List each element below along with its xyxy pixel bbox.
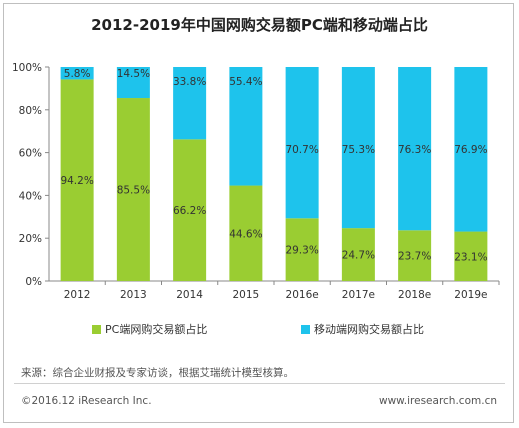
x-tick-label: 2013: [120, 289, 147, 301]
x-tick-label: 2019e: [454, 289, 487, 301]
bar-segment-pc: [454, 231, 488, 281]
legend-item-mobile: 移动端网购交易额占比: [301, 321, 424, 337]
bar-segment-pc: [173, 139, 207, 281]
y-tick-label: 100%: [12, 62, 42, 74]
data-label-pc: 44.6%: [229, 228, 262, 240]
data-label-mobile: 75.3%: [342, 144, 375, 156]
legend-label-pc: PC端网购交易额占比: [105, 323, 208, 336]
data-label-pc: 24.7%: [342, 250, 375, 262]
bar-segment-mobile: [229, 67, 263, 186]
bar-segment-mobile: [116, 67, 150, 99]
bar-segment-mobile: [173, 67, 207, 140]
data-label-pc: 66.2%: [173, 205, 206, 217]
y-tick-label: 80%: [19, 105, 42, 117]
copyright-text: ©2016.12 iResearch Inc.: [21, 395, 152, 407]
y-tick-label: 20%: [19, 233, 42, 245]
x-tick-label: 2014: [176, 289, 203, 301]
x-tick-label: 2015: [233, 289, 260, 301]
x-tick-label: 2018e: [398, 289, 431, 301]
data-label-pc: 23.7%: [398, 251, 431, 263]
bar-segment-pc: [60, 79, 94, 281]
bar-segment-mobile: [454, 67, 488, 232]
bar-segment-pc: [341, 228, 375, 281]
bar-segment-pc: [116, 98, 150, 281]
legend-swatch-mobile: [301, 324, 310, 334]
data-label-pc: 94.2%: [60, 175, 93, 187]
bar-segment-mobile: [341, 67, 375, 229]
legend-label-mobile: 移动端网购交易额占比: [314, 323, 424, 336]
bar-segment-mobile: [285, 67, 319, 219]
data-label-mobile: 76.9%: [454, 144, 487, 156]
x-tick-label: 2017e: [342, 289, 375, 301]
bar-segment-mobile: [398, 67, 432, 231]
data-label-pc: 29.3%: [285, 245, 318, 257]
chart-title: 2012-2019年中国网购交易额PC端和移动端占比: [91, 16, 428, 34]
data-label-mobile: 5.8%: [64, 68, 91, 80]
bar-segment-pc: [229, 185, 263, 281]
footer-divider: [14, 383, 505, 384]
data-label-mobile: 70.7%: [285, 144, 318, 156]
y-tick-label: 40%: [19, 190, 42, 202]
bar-segment-pc: [285, 218, 319, 281]
data-label-pc: 85.5%: [117, 185, 150, 197]
data-label-pc: 23.1%: [454, 251, 487, 263]
website-text: www.iresearch.com.cn: [378, 395, 497, 407]
x-tick-label: 2016e: [286, 289, 319, 301]
data-label-mobile: 14.5%: [117, 68, 150, 80]
bar-segment-mobile: [60, 67, 94, 80]
y-tick-label: 0%: [25, 276, 42, 288]
data-label-mobile: 55.4%: [229, 76, 262, 88]
source-note: 来源：综合企业财报及专家访谈，根据艾瑞统计模型核算。: [21, 367, 294, 379]
bar-segment-pc: [398, 230, 432, 281]
data-label-mobile: 76.3%: [398, 144, 431, 156]
y-tick-label: 60%: [19, 148, 42, 160]
x-tick-label: 2012: [64, 289, 91, 301]
legend-swatch-pc: [92, 324, 101, 334]
data-label-mobile: 33.8%: [173, 76, 206, 88]
legend-item-pc: PC端网购交易额占比: [92, 321, 207, 337]
